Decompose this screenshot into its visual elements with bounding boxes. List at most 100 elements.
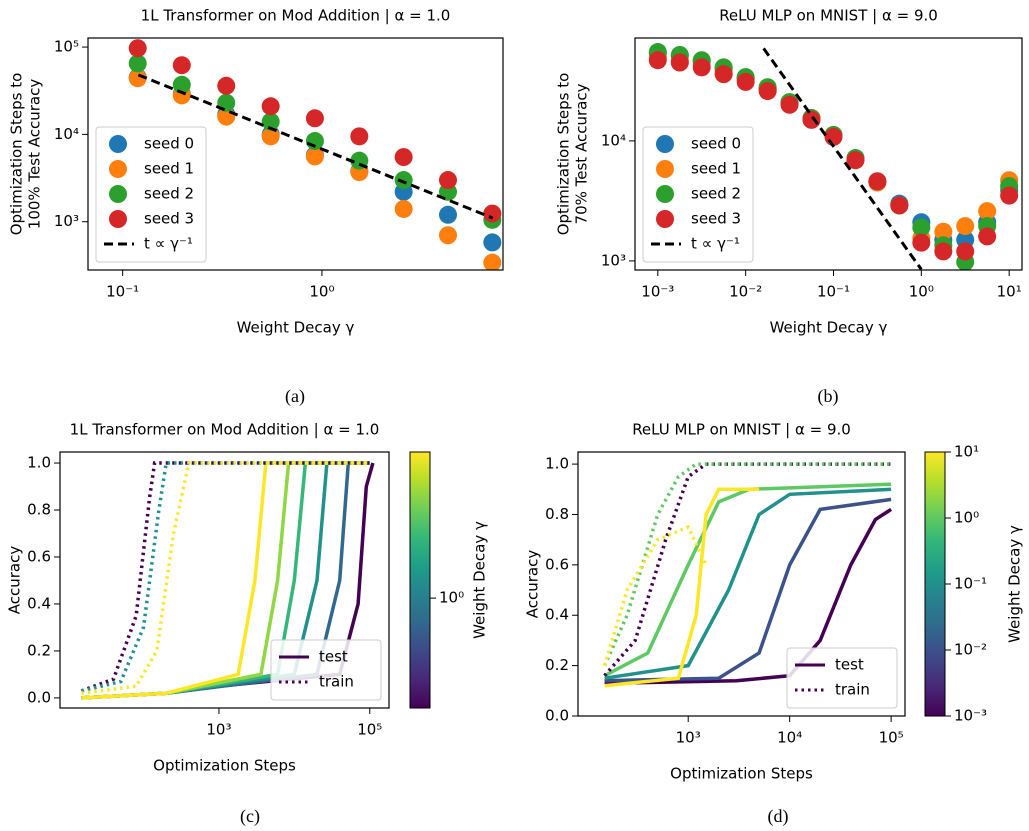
point	[956, 217, 975, 236]
legend-label: seed 3	[144, 210, 194, 228]
legend-marker	[656, 135, 674, 153]
point	[261, 97, 280, 116]
legend-label: seed 1	[691, 160, 741, 178]
point	[934, 222, 953, 241]
colorbar-tick-label: 10⁰	[954, 509, 979, 527]
caption: (c)	[240, 806, 260, 827]
point	[172, 56, 191, 75]
y-axis-label: 100% Test Accuracy	[26, 79, 44, 230]
x-tick-label: 10⁻³	[641, 283, 674, 301]
legend-label: seed 0	[144, 135, 194, 153]
point	[261, 127, 280, 146]
colorbar	[409, 451, 431, 709]
point	[780, 95, 799, 114]
legend-box	[270, 639, 382, 701]
colorbar-tick-label: 10⁰	[439, 589, 464, 607]
x-tick-label: 10⁻¹	[817, 283, 850, 301]
legend-label: seed 1	[144, 160, 194, 178]
colorbar-label: Weight Decay γ	[471, 521, 489, 639]
x-axis-label: Optimization Steps	[153, 757, 296, 775]
chart-title: 1L Transformer on Mod Addition | α = 1.0	[141, 7, 451, 25]
line	[604, 497, 892, 683]
y-axis-label: Optimization Steps to	[8, 73, 26, 236]
plot-area	[602, 462, 893, 688]
line	[603, 462, 892, 667]
point	[438, 226, 457, 245]
point	[648, 51, 667, 70]
point	[483, 233, 502, 252]
colorbar-tick-label: 10⁻³	[954, 707, 987, 725]
legend-label: train	[835, 681, 870, 699]
plot-area	[648, 43, 1019, 270]
x-tick-label: 10⁰	[309, 283, 334, 301]
y-tick-label: 0.8	[545, 505, 569, 523]
point	[394, 171, 413, 190]
point	[483, 204, 502, 223]
legend-marker	[109, 210, 127, 228]
x-tick-label: 10⁴	[777, 729, 802, 747]
line	[80, 461, 370, 693]
point	[824, 127, 843, 146]
legend-marker	[109, 135, 127, 153]
y-tick-label: 10⁵	[54, 38, 79, 56]
legend-label: test	[835, 656, 864, 674]
point	[978, 202, 997, 221]
line	[604, 487, 760, 688]
x-tick-label: 10⁵	[879, 729, 904, 747]
legend-marker	[656, 210, 674, 228]
chart-title: ReLU MLP on MNIST | α = 9.0	[719, 7, 938, 25]
point	[978, 227, 997, 246]
legend-box	[642, 126, 754, 263]
line	[603, 482, 892, 678]
legend: seed 0 seed 1 seed 2 seed 3 t ∝ γ⁻¹	[95, 126, 207, 263]
x-axis-label: Weight Decay γ	[237, 319, 355, 337]
point	[912, 218, 931, 237]
line	[81, 461, 370, 695]
legend: test train	[786, 647, 898, 709]
legend-label: seed 3	[691, 210, 741, 228]
legend-marker	[109, 185, 127, 203]
point	[128, 69, 147, 88]
y-tick-label: 10³	[601, 251, 626, 269]
legend: seed 0 seed 1 seed 2 seed 3 t ∝ γ⁻¹	[642, 126, 754, 263]
plot-frame	[59, 451, 390, 709]
y-tick-label: 0.4	[27, 594, 51, 612]
y-axis-label: Accuracy	[6, 546, 24, 615]
y-axis-label: Optimization Steps to	[555, 73, 573, 236]
y-tick-label: 0.6	[545, 555, 569, 573]
y-tick-label: 1.0	[545, 455, 569, 473]
subplot: ReLU MLP on MNIST | α = 9.0 (d) Optimizati…	[524, 421, 1024, 828]
point	[692, 58, 711, 77]
legend: test train	[270, 639, 382, 701]
point	[305, 109, 324, 128]
point	[890, 196, 909, 215]
point	[736, 72, 755, 91]
line	[137, 73, 494, 220]
y-tick-label: 0.6	[27, 547, 51, 565]
legend-label: seed 0	[691, 135, 741, 153]
point	[350, 127, 369, 146]
line	[602, 524, 708, 667]
legend-label: seed 2	[144, 185, 194, 203]
subplot: ReLU MLP on MNIST | α = 9.0 (b) Weight Dec…	[555, 7, 1023, 407]
x-axis-label: Optimization Steps	[670, 765, 813, 783]
x-tick-label: 10³	[206, 721, 231, 739]
point	[868, 172, 887, 191]
line	[604, 487, 892, 680]
x-tick-label: 10⁻²	[729, 283, 762, 301]
point	[305, 147, 324, 166]
point	[394, 148, 413, 167]
legend-label: t ∝ γ⁻¹	[144, 235, 193, 253]
point	[912, 233, 931, 252]
point	[714, 65, 733, 84]
point	[483, 253, 502, 270]
point	[217, 76, 236, 95]
point	[846, 151, 865, 170]
y-tick-label: 0.2	[27, 641, 51, 659]
subplot: 1L Transformer on Mod Addition | α = 1.0…	[8, 7, 504, 407]
colorbar-tick-label: 10⁻²	[954, 641, 987, 659]
chart-title: 1L Transformer on Mod Addition | α = 1.0	[70, 421, 380, 439]
legend-marker	[656, 160, 674, 178]
x-tick-label: 10¹	[997, 283, 1022, 301]
colorbar-tick-label: 10⁻¹	[954, 575, 987, 593]
